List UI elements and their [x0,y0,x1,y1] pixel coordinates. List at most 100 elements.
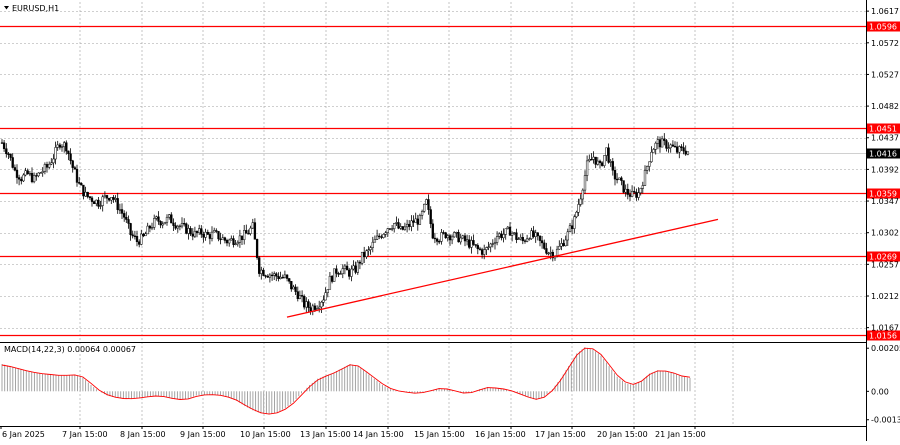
candle [390,225,394,232]
candle [202,231,205,243]
candle-body [558,246,561,250]
price-tick-label: 1.0392 [871,165,899,174]
candle [172,218,175,231]
candle-body [5,148,8,155]
candle [183,218,186,227]
trend-line-group[interactable] [286,218,719,318]
candle-body [594,156,597,165]
candle-body [375,235,379,240]
horizontal-levels[interactable]: 1.0596 1.0451 1.0359 1.0269 1.0156 1.0416 [0,21,900,341]
candle-body [508,226,512,236]
candle-body [600,162,604,166]
candle [333,268,336,282]
candle-body [540,240,544,244]
candle [485,246,488,255]
candle-body [234,243,237,245]
candle [93,200,96,204]
candle-body [185,223,188,234]
candle [24,167,27,177]
level-price-tag [867,21,900,32]
time-tick-label: 6 Jan 2025 [2,430,45,439]
candle [161,221,164,229]
candle-body [65,142,68,152]
trend-line[interactable] [286,218,719,318]
candle [444,231,447,239]
candle-body [48,163,51,168]
candle [170,212,173,224]
candle-body [307,301,310,308]
candle-body [369,247,372,250]
candle [397,218,400,230]
axes [0,0,867,441]
candle-body [285,274,289,279]
candle [356,260,359,275]
candle [65,140,68,155]
candle [585,155,589,182]
price-tick-label: 1.0527 [871,70,899,79]
candle [433,232,437,244]
price-candles [0,133,690,316]
candle-body [478,248,482,250]
candle-body [230,238,233,241]
candle [628,189,632,202]
candle-body [431,223,434,239]
time-tick-label: 17 Jan 15:00 [535,430,586,439]
candle [208,232,212,245]
candle-body [170,214,173,224]
candle-body [318,306,321,309]
candle [425,198,428,205]
candle [453,231,456,238]
candle-body [140,233,143,245]
candle [99,200,102,210]
candle-body [296,291,299,299]
candle-body [208,234,212,239]
candle [478,246,482,251]
candle [371,236,374,253]
candle-body [133,235,137,237]
candle-body [324,292,327,301]
candle-body [549,251,552,254]
candle [204,228,207,241]
candle [637,187,640,201]
candle-body [313,305,317,310]
candle [650,146,653,163]
candle [140,229,143,246]
candle [148,224,152,233]
candle-body [202,234,205,238]
candle-body [500,233,503,239]
triangle-down-icon[interactable] [4,6,9,10]
candle [123,210,126,222]
candle [468,235,471,250]
candle-body [75,168,79,183]
candle [399,223,402,230]
candle-body [356,261,359,273]
candle [326,289,329,298]
candle [281,274,284,279]
candle-body [103,195,107,198]
price-tick-label: 1.0572 [871,39,899,48]
candle-body [498,233,501,237]
candle-body [493,242,497,244]
candle [671,140,675,147]
candle [251,218,254,229]
candle [624,184,627,197]
candle [116,192,119,214]
candle [84,186,87,197]
level-price-tag [867,123,900,134]
candle [669,143,672,153]
candle [215,228,218,233]
candle [446,233,449,242]
candle-body [273,273,276,276]
candle-body [345,265,349,271]
candle-body [442,232,445,234]
candle-body [39,172,42,174]
candle [493,237,497,250]
candle-body [281,276,284,279]
candle [285,274,289,282]
candle [90,196,94,207]
candle-body [0,142,4,144]
candle [491,239,494,248]
candle-body [581,189,584,200]
candle-body [127,219,130,224]
